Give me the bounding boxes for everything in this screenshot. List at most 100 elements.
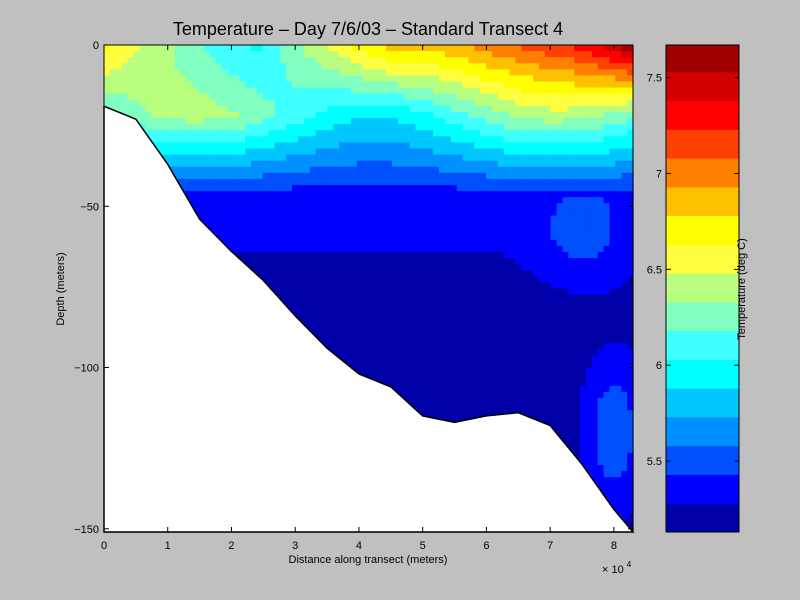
contour-cell bbox=[386, 172, 393, 180]
contour-cell bbox=[303, 93, 311, 101]
contour-cell bbox=[439, 93, 446, 101]
contour-cell bbox=[456, 404, 464, 411]
contour-cell bbox=[350, 264, 358, 271]
contour-cell bbox=[209, 118, 217, 125]
contour-cell bbox=[380, 343, 387, 350]
contour-cell bbox=[297, 270, 305, 277]
contour-cell bbox=[203, 118, 211, 125]
contour-cell bbox=[356, 75, 364, 83]
contour-cell bbox=[297, 312, 305, 320]
contour-cell bbox=[209, 154, 217, 162]
contour-cell bbox=[292, 233, 299, 241]
contour-cell bbox=[174, 130, 182, 137]
contour-cell bbox=[309, 203, 317, 210]
contour-cell bbox=[397, 160, 405, 168]
contour-cell bbox=[350, 99, 358, 107]
contour-cell bbox=[315, 227, 323, 235]
contour-cell bbox=[233, 197, 240, 204]
contour-cell bbox=[256, 227, 264, 235]
contour-cell bbox=[356, 325, 364, 332]
contour-cell bbox=[415, 142, 422, 150]
contour-cell bbox=[303, 270, 311, 277]
contour-cell bbox=[127, 69, 134, 77]
contour-cell bbox=[309, 185, 317, 192]
contour-cell bbox=[339, 130, 346, 137]
contour-cell bbox=[156, 51, 164, 58]
contour-cell bbox=[380, 45, 387, 52]
contour-cell bbox=[374, 288, 381, 296]
contour-cell bbox=[327, 75, 334, 83]
contour-cell bbox=[162, 81, 170, 89]
contour-cell bbox=[409, 209, 417, 217]
contour-cell bbox=[297, 215, 305, 223]
contour-cell bbox=[309, 172, 317, 180]
contour-cell bbox=[233, 245, 240, 253]
contour-cell bbox=[403, 361, 411, 369]
contour-cell bbox=[262, 111, 270, 119]
contour-cell bbox=[380, 373, 387, 381]
contour-cell bbox=[403, 111, 411, 119]
contour-cell bbox=[450, 251, 458, 259]
contour-cell bbox=[245, 105, 252, 113]
contour-cell bbox=[333, 349, 340, 357]
contour-cell bbox=[350, 233, 358, 241]
contour-cell bbox=[256, 215, 264, 223]
contour-cell bbox=[262, 148, 270, 156]
contour-cell bbox=[180, 111, 187, 119]
contour-cell bbox=[444, 124, 452, 131]
contour-cell bbox=[421, 111, 428, 119]
contour-cell bbox=[356, 361, 364, 369]
contour-cell bbox=[433, 130, 440, 137]
contour-cell bbox=[245, 160, 252, 168]
contour-cell bbox=[127, 75, 134, 83]
contour-cell bbox=[309, 51, 317, 58]
contour-cell bbox=[444, 160, 452, 168]
contour-cell bbox=[350, 343, 358, 350]
contour-cell bbox=[415, 87, 422, 95]
contour-cell bbox=[356, 251, 364, 259]
contour-cell bbox=[303, 160, 311, 168]
contour-cell bbox=[250, 233, 258, 241]
contour-cell bbox=[386, 111, 393, 119]
contour-cell bbox=[386, 282, 393, 290]
contour-cell bbox=[309, 124, 317, 131]
contour-cell bbox=[327, 221, 334, 229]
contour-cell bbox=[339, 69, 346, 77]
contour-cell bbox=[462, 276, 470, 284]
contour-cell bbox=[315, 185, 323, 192]
contour-cell bbox=[145, 111, 152, 119]
contour-cell bbox=[344, 349, 352, 357]
contour-cell bbox=[256, 148, 264, 156]
contour-cell bbox=[168, 63, 176, 70]
contour-cell bbox=[380, 57, 387, 64]
contour-cell bbox=[368, 282, 375, 290]
contour-cell bbox=[397, 239, 405, 247]
contour-cell bbox=[297, 75, 305, 83]
contour-cell bbox=[162, 75, 170, 83]
contour-cell bbox=[139, 57, 146, 64]
contour-cell bbox=[433, 118, 440, 125]
contour-cell bbox=[362, 300, 370, 308]
contour-cell bbox=[297, 282, 305, 290]
contour-cell bbox=[362, 355, 370, 363]
contour-cell bbox=[315, 136, 323, 143]
contour-cell bbox=[456, 300, 464, 308]
contour-cell bbox=[274, 154, 281, 162]
contour-cell bbox=[462, 203, 470, 210]
contour-cell bbox=[462, 81, 470, 89]
contour-cell bbox=[203, 57, 211, 64]
contour-cell bbox=[468, 130, 475, 137]
contour-cell bbox=[309, 245, 317, 253]
contour-cell bbox=[427, 99, 434, 107]
contour-cell bbox=[444, 294, 452, 302]
contour-cell bbox=[239, 75, 246, 83]
contour-cell bbox=[403, 391, 411, 399]
contour-cell bbox=[274, 118, 281, 125]
contour-cell bbox=[262, 166, 270, 174]
contour-cell bbox=[280, 172, 287, 180]
contour-cell bbox=[444, 111, 452, 119]
contour-cell bbox=[162, 93, 170, 101]
contour-cell bbox=[297, 251, 305, 259]
contour-cell bbox=[427, 239, 434, 247]
contour-cell bbox=[380, 203, 387, 210]
